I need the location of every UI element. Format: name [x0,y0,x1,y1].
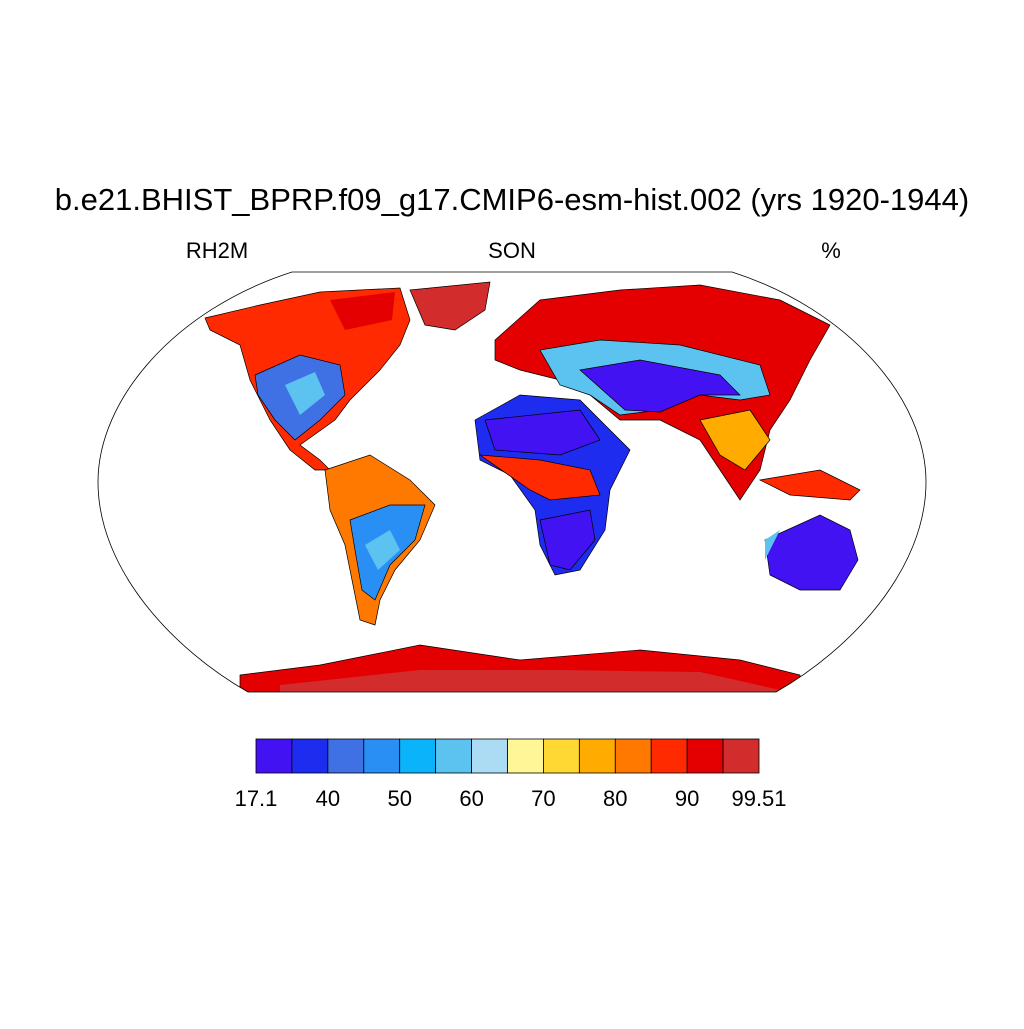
colorbar-box [543,738,580,774]
colorbar-box [399,738,437,774]
map-border [97,271,927,693]
colorbar: 17.1 40 50 60 70 80 90 99.51 [235,738,787,811]
colorbar-box [686,738,724,774]
colorbar-box [614,738,652,774]
season-label: SON [488,238,536,263]
colorbar-box [578,738,616,774]
colorbar-box [255,738,293,774]
colorbar-box [435,738,472,774]
colorbar-box [507,738,544,774]
colorbar-tick-label: 90 [675,786,699,811]
colorbar-box [722,738,760,774]
colorbar-tick-label: 17.1 [235,786,278,811]
units-label: % [821,238,841,263]
colorbar-tick-label: 80 [603,786,627,811]
title: b.e21.BHIST_BPRP.f09_g17.CMIP6-esm-hist.… [55,182,969,217]
colorbar-box [650,738,688,774]
variable-label: RH2M [186,238,248,263]
colorbar-tick-label: 60 [459,786,483,811]
colorbar-box [471,738,508,774]
colorbar-box [291,738,329,774]
colorbar-tick-label: 99.51 [731,786,786,811]
map-land [204,281,861,692]
colorbar-box [363,738,401,774]
colorbar-box [327,738,365,774]
colorbar-tick-label: 40 [316,786,340,811]
colorbar-tick-label: 70 [531,786,555,811]
colorbar-tick-label: 50 [387,786,411,811]
